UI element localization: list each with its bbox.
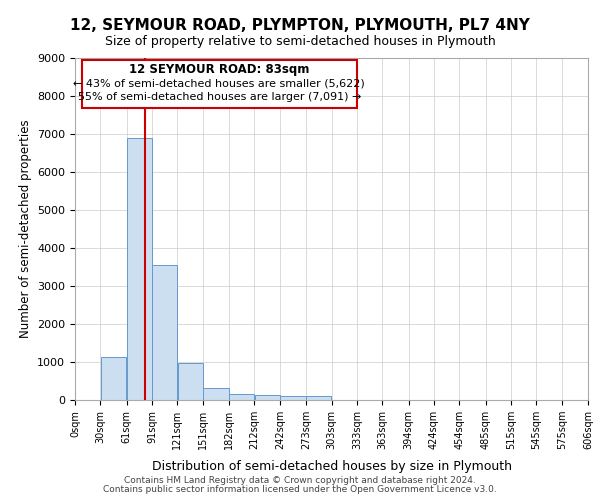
Text: Contains public sector information licensed under the Open Government Licence v3: Contains public sector information licen… [103, 485, 497, 494]
Bar [307, 396, 331, 400]
Text: 55% of semi-detached houses are larger (7,091) →: 55% of semi-detached houses are larger (… [77, 92, 361, 102]
Text: 12 SEYMOUR ROAD: 83sqm: 12 SEYMOUR ROAD: 83sqm [129, 63, 310, 76]
Text: Size of property relative to semi-detached houses in Plymouth: Size of property relative to semi-detach… [104, 35, 496, 48]
Text: 12, SEYMOUR ROAD, PLYMPTON, PLYMOUTH, PL7 4NY: 12, SEYMOUR ROAD, PLYMPTON, PLYMOUTH, PL… [70, 18, 530, 32]
Bar [152, 264, 177, 400]
Text: ← 43% of semi-detached houses are smaller (5,622): ← 43% of semi-detached houses are smalle… [73, 79, 365, 89]
Bar [280, 396, 306, 400]
Bar [203, 388, 229, 400]
Bar [254, 395, 280, 400]
Bar [127, 138, 152, 400]
X-axis label: Distribution of semi-detached houses by size in Plymouth: Distribution of semi-detached houses by … [151, 460, 511, 473]
Bar [101, 357, 127, 400]
Bar [229, 394, 254, 400]
FancyBboxPatch shape [82, 60, 357, 108]
Text: Contains HM Land Registry data © Crown copyright and database right 2024.: Contains HM Land Registry data © Crown c… [124, 476, 476, 485]
Y-axis label: Number of semi-detached properties: Number of semi-detached properties [19, 120, 32, 338]
Bar [178, 363, 203, 400]
